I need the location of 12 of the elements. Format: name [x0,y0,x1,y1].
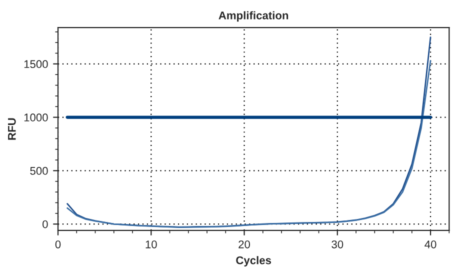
y-tick-label: 1000 [24,114,48,122]
y-tick-label: 0 [42,220,48,228]
x-tick-label: 20 [238,240,250,248]
y-axis-title: RFU [8,118,16,140]
x-tick-label: 40 [424,240,436,248]
y-tick-label: 1500 [24,60,48,68]
x-tick-label: 0 [55,240,61,248]
chart-title: Amplification [218,11,288,22]
x-axis-title: Cycles [236,256,272,266]
x-tick-label: 10 [146,240,157,248]
x-tick-label: 30 [332,240,344,248]
y-tick-label: 500 [30,166,48,175]
